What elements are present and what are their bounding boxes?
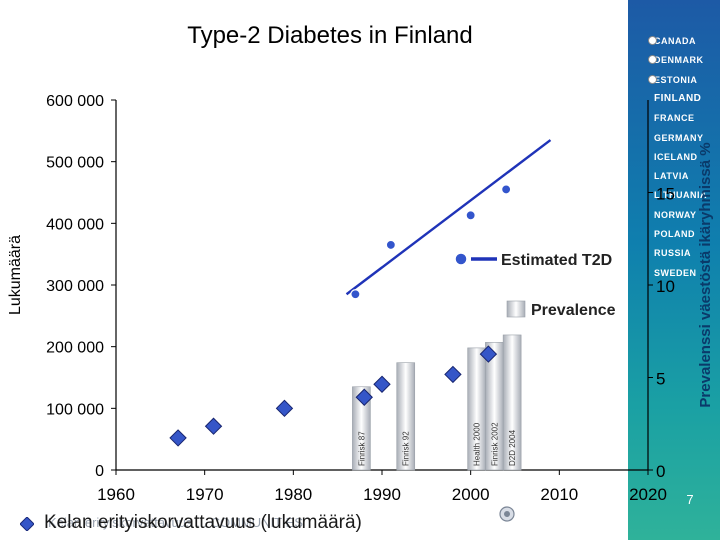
y-tick-label: 100 000	[46, 401, 104, 418]
legend-marker-estimated	[454, 252, 468, 266]
target-icon	[499, 506, 515, 522]
x-tick-label: 2020	[629, 485, 667, 504]
sidebar-country-poland[interactable]: POLAND	[654, 229, 695, 239]
legend-marker-prevalence	[506, 300, 526, 318]
slide-number: 7	[686, 492, 694, 507]
kela-diamond	[444, 365, 462, 384]
footer-diamond-icon	[20, 517, 34, 531]
bar-label: Finrisk 2002	[490, 422, 499, 466]
estimated-point	[501, 184, 512, 195]
kela-diamond	[479, 345, 498, 363]
x-tick-label: 2000	[452, 485, 490, 504]
y-right-tick-label: 15	[656, 185, 675, 204]
bar-label: Finrisk 92	[402, 431, 411, 466]
sidebar-country-finland[interactable]: FINLAND	[654, 92, 702, 104]
sidebar-bullet-icon	[648, 74, 657, 84]
country-sidebar: CANADA DENMARK ESTONIA FINLAND FRANCE GERMANY…	[628, 0, 720, 540]
legend-label-estimated: Estimated T2D	[501, 252, 612, 269]
x-tick-label: 1980	[274, 485, 312, 504]
bar-label: Health 2000	[473, 422, 482, 466]
kela-diamond	[204, 417, 223, 435]
x-tick-label: 2010	[540, 485, 578, 504]
sidebar-country-denmark[interactable]: DENMARK	[648, 51, 720, 69]
kela-diamond	[275, 399, 294, 418]
prevalence-bar	[502, 334, 522, 471]
chart-title: Type-2 Diabetes in Finland	[187, 22, 473, 49]
estimated-point	[465, 210, 476, 221]
estimated-point	[350, 289, 361, 300]
bar-label: Finrisk 87	[357, 431, 366, 466]
y-right-tick-label: 5	[656, 370, 665, 389]
footer-ghost-text: Kelan erityiskorvattavuus ... COMMUNITIE…	[48, 515, 304, 530]
y-tick-label: 0	[95, 463, 104, 480]
sidebar-country-sweden[interactable]: SWEDEN	[654, 267, 697, 278]
y-tick-label: 600 000	[46, 93, 104, 110]
y-axis-label-right: Prevalenssi väestöstä ikäryhmissä %	[697, 142, 714, 407]
y-tick-label: 500 000	[46, 155, 104, 172]
sidebar-country-latvia[interactable]: LATVIA	[654, 171, 689, 182]
sidebar-country-russia[interactable]: RUSSIA	[654, 248, 692, 259]
legend-label-prevalence: Prevalence	[531, 302, 616, 319]
y-tick-label: 200 000	[46, 340, 104, 357]
sidebar-country-germany[interactable]: GERMANY	[654, 132, 704, 143]
x-tick-label: 1990	[363, 485, 401, 504]
y-tick-label: 400 000	[46, 216, 104, 233]
x-tick-label: 1970	[186, 485, 224, 504]
trend-line	[345, 139, 552, 296]
y-axis-label: Lukumäärä	[7, 235, 24, 315]
sidebar-country-lithuania[interactable]: LITHUANIA	[654, 190, 707, 201]
y-tick-label: 300 000	[46, 278, 104, 295]
sidebar-country-estonia[interactable]: ESTONIA	[648, 71, 720, 89]
bar-label: D2D 2004	[508, 429, 517, 466]
kela-diamond	[373, 375, 391, 393]
sidebar-bullet-icon	[648, 55, 657, 65]
kela-diamond	[355, 388, 373, 406]
sidebar-country-canada[interactable]: CANADA	[648, 32, 720, 50]
sidebar-country-iceland[interactable]: ICELAND	[654, 151, 698, 162]
estimated-point	[385, 239, 396, 251]
prevalence-bar	[396, 362, 416, 471]
sidebar-country-norway[interactable]: NORWAY	[654, 209, 697, 220]
kela-diamond	[169, 429, 187, 447]
sidebar-bullet-icon	[648, 36, 657, 45]
y-right-tick-label: 10	[656, 277, 675, 296]
y-right-tick-label: 0	[656, 462, 665, 481]
prevalence-bar	[352, 386, 371, 471]
sidebar-country-france[interactable]: FRANCE	[654, 113, 695, 124]
footer-legend-label: Kelan erityiskorvattavuus (lukumäärä)	[44, 512, 362, 533]
x-tick-label: 1960	[97, 485, 135, 504]
